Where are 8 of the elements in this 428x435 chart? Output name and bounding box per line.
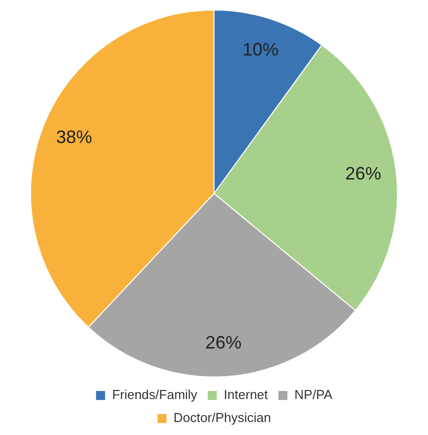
data-label: 26% bbox=[205, 332, 242, 353]
legend-label: Internet bbox=[224, 387, 268, 402]
data-label: 10% bbox=[242, 39, 279, 60]
data-label: 38% bbox=[56, 127, 92, 148]
data-label: 26% bbox=[345, 164, 382, 184]
legend-label: Friends/Family bbox=[112, 387, 198, 402]
legend-label: Doctor/Physician bbox=[173, 410, 272, 426]
legend-label: NP/PA bbox=[294, 387, 333, 402]
